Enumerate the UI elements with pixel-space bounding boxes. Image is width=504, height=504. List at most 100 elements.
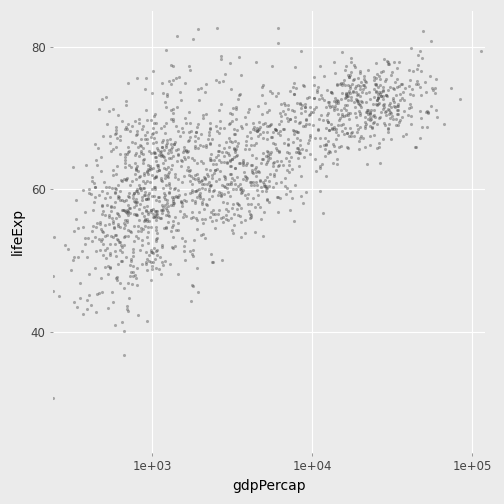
Point — [151, 153, 159, 161]
Point — [64, 245, 72, 254]
Point — [280, 99, 288, 107]
Point — [180, 146, 188, 154]
Point — [169, 201, 177, 209]
Point — [155, 194, 163, 202]
Point — [200, 180, 208, 188]
Point — [254, 191, 262, 199]
Point — [223, 158, 231, 166]
Point — [374, 90, 383, 98]
Point — [218, 181, 226, 190]
Point — [375, 75, 384, 83]
Point — [120, 174, 128, 182]
Point — [169, 233, 177, 241]
Point — [112, 253, 120, 261]
Point — [149, 67, 157, 75]
Point — [106, 249, 114, 258]
Point — [165, 167, 173, 175]
Point — [392, 121, 400, 129]
Point — [127, 228, 135, 236]
Point — [145, 189, 153, 197]
Point — [169, 152, 177, 160]
Point — [266, 121, 274, 130]
Point — [258, 83, 266, 91]
Point — [158, 242, 166, 250]
Point — [233, 199, 241, 207]
Point — [163, 92, 171, 100]
Point — [217, 214, 225, 222]
Point — [235, 159, 243, 167]
Point — [220, 158, 228, 166]
Point — [207, 250, 215, 258]
Point — [299, 199, 307, 207]
Point — [162, 45, 170, 53]
Point — [201, 215, 209, 223]
Point — [382, 91, 390, 99]
Point — [345, 88, 353, 96]
Point — [188, 154, 196, 162]
Point — [235, 52, 243, 60]
Point — [254, 102, 262, 110]
Point — [393, 106, 401, 114]
Point — [265, 198, 273, 206]
Point — [350, 97, 358, 105]
Point — [168, 223, 176, 231]
Point — [173, 157, 181, 165]
Point — [119, 284, 128, 292]
Point — [173, 145, 181, 153]
Point — [110, 224, 118, 232]
Point — [200, 205, 208, 213]
Point — [219, 77, 227, 85]
Point — [83, 296, 91, 304]
Point — [389, 115, 397, 123]
Point — [274, 39, 282, 47]
Point — [162, 165, 170, 173]
Point — [338, 89, 346, 97]
Point — [112, 231, 120, 239]
Point — [133, 198, 141, 206]
Point — [99, 240, 107, 248]
Point — [354, 81, 362, 89]
Point — [49, 394, 57, 402]
Point — [344, 92, 352, 100]
Point — [191, 144, 199, 152]
Point — [369, 111, 377, 119]
Point — [147, 248, 155, 257]
Point — [223, 200, 231, 208]
Point — [196, 194, 204, 202]
Point — [385, 60, 393, 68]
Point — [323, 111, 331, 119]
Point — [149, 248, 157, 257]
Point — [142, 191, 150, 199]
Point — [324, 149, 332, 157]
Point — [344, 144, 352, 152]
Point — [83, 254, 91, 262]
Point — [359, 81, 367, 89]
Point — [320, 96, 328, 104]
Point — [145, 257, 153, 265]
Point — [205, 185, 213, 194]
Point — [116, 196, 124, 204]
Point — [207, 156, 215, 164]
Point — [357, 103, 365, 111]
Point — [343, 92, 351, 100]
Point — [211, 166, 219, 174]
Point — [323, 116, 331, 124]
Point — [379, 84, 387, 92]
Point — [263, 121, 271, 130]
Point — [194, 174, 202, 182]
Point — [60, 241, 69, 249]
Point — [354, 74, 362, 82]
Point — [369, 73, 377, 81]
Point — [274, 24, 282, 32]
Point — [343, 129, 351, 137]
Point — [202, 200, 210, 208]
Point — [164, 188, 172, 196]
Point — [419, 27, 427, 35]
Point — [370, 93, 379, 101]
Point — [227, 155, 235, 163]
Point — [137, 149, 145, 157]
Point — [251, 228, 259, 236]
Point — [295, 141, 303, 149]
Point — [302, 146, 310, 154]
Point — [80, 223, 88, 231]
